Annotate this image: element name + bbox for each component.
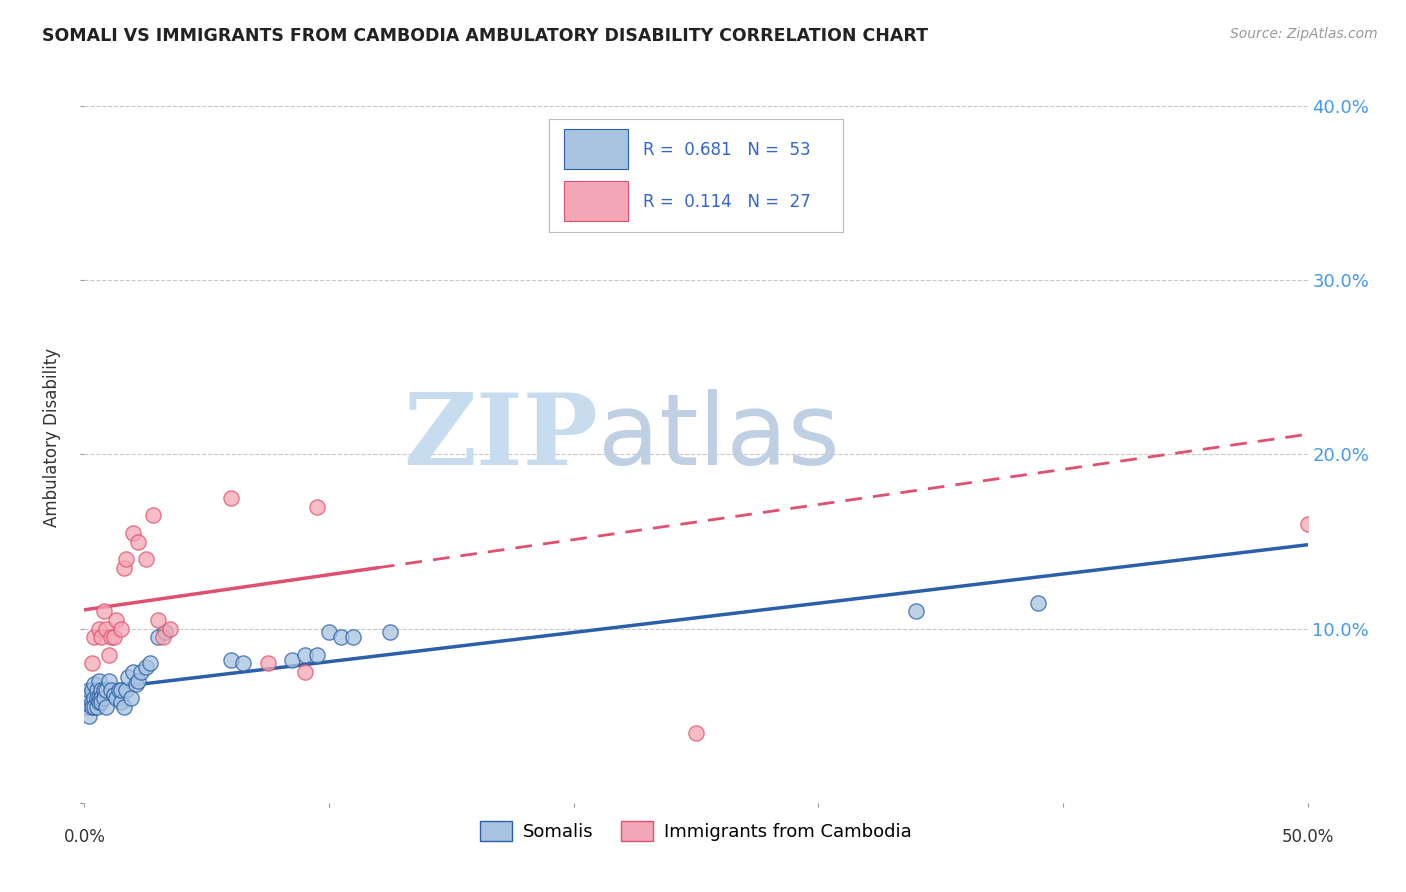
Point bbox=[142, 508, 165, 523]
Point bbox=[77, 682, 100, 697]
Point bbox=[86, 691, 108, 706]
Point bbox=[90, 691, 112, 706]
Point bbox=[135, 552, 157, 566]
Point bbox=[110, 682, 132, 697]
Point bbox=[100, 682, 122, 697]
Point bbox=[305, 648, 328, 662]
Point bbox=[87, 622, 110, 636]
Point bbox=[100, 631, 122, 645]
Point bbox=[93, 691, 115, 706]
Point bbox=[219, 653, 242, 667]
Legend: Somalis, Immigrants from Cambodia: Somalis, Immigrants from Cambodia bbox=[472, 814, 920, 848]
Point bbox=[90, 631, 112, 645]
Point bbox=[685, 726, 707, 740]
Point bbox=[135, 660, 157, 674]
Point bbox=[90, 682, 112, 697]
Point bbox=[83, 691, 105, 706]
Point bbox=[96, 682, 118, 697]
Point bbox=[115, 682, 138, 697]
Text: atlas: atlas bbox=[598, 389, 839, 485]
Point bbox=[112, 560, 135, 574]
Point bbox=[127, 534, 149, 549]
Point bbox=[122, 525, 145, 540]
Point bbox=[105, 613, 128, 627]
Point bbox=[80, 682, 103, 697]
Point bbox=[1296, 517, 1319, 532]
Point bbox=[93, 682, 115, 697]
Text: 50.0%: 50.0% bbox=[1281, 829, 1334, 847]
Point bbox=[125, 677, 148, 691]
Point bbox=[219, 491, 242, 505]
Point bbox=[305, 500, 328, 514]
Text: SOMALI VS IMMIGRANTS FROM CAMBODIA AMBULATORY DISABILITY CORRELATION CHART: SOMALI VS IMMIGRANTS FROM CAMBODIA AMBUL… bbox=[42, 27, 928, 45]
Point bbox=[93, 604, 115, 618]
Point bbox=[709, 134, 731, 148]
Point bbox=[342, 631, 364, 645]
Point bbox=[97, 648, 120, 662]
Point bbox=[110, 695, 132, 709]
Point bbox=[80, 695, 103, 709]
Point bbox=[105, 691, 128, 706]
Point bbox=[96, 700, 118, 714]
Point bbox=[80, 657, 103, 671]
Point bbox=[112, 700, 135, 714]
Point bbox=[76, 700, 98, 714]
Point bbox=[86, 700, 108, 714]
Point bbox=[77, 691, 100, 706]
Point bbox=[257, 657, 280, 671]
Point bbox=[83, 631, 105, 645]
Point bbox=[103, 631, 125, 645]
Point bbox=[905, 604, 928, 618]
Point bbox=[159, 622, 181, 636]
Point bbox=[110, 622, 132, 636]
Point bbox=[86, 682, 108, 697]
Point bbox=[153, 625, 176, 640]
Text: ZIP: ZIP bbox=[404, 389, 598, 485]
Point bbox=[90, 695, 112, 709]
Point bbox=[107, 682, 129, 697]
Point bbox=[87, 695, 110, 709]
Point bbox=[232, 657, 254, 671]
Point bbox=[380, 625, 402, 640]
Point bbox=[103, 688, 125, 702]
Point bbox=[318, 625, 340, 640]
Point bbox=[146, 613, 169, 627]
Point bbox=[80, 700, 103, 714]
Point bbox=[139, 657, 162, 671]
Point bbox=[96, 622, 118, 636]
Point bbox=[152, 631, 174, 645]
Point bbox=[87, 691, 110, 706]
Point bbox=[129, 665, 152, 680]
Point bbox=[83, 700, 105, 714]
Point bbox=[115, 552, 138, 566]
Point bbox=[294, 648, 316, 662]
Point bbox=[127, 673, 149, 688]
Point bbox=[122, 665, 145, 680]
Point bbox=[83, 677, 105, 691]
Point bbox=[87, 673, 110, 688]
Text: Source: ZipAtlas.com: Source: ZipAtlas.com bbox=[1230, 27, 1378, 41]
Point bbox=[77, 708, 100, 723]
Point bbox=[294, 665, 316, 680]
Y-axis label: Ambulatory Disability: Ambulatory Disability bbox=[44, 348, 62, 526]
Point bbox=[281, 653, 304, 667]
Point bbox=[1028, 595, 1050, 609]
Point bbox=[117, 670, 139, 684]
Text: 0.0%: 0.0% bbox=[63, 829, 105, 847]
Point bbox=[97, 673, 120, 688]
Point bbox=[146, 631, 169, 645]
Point bbox=[330, 631, 353, 645]
Point bbox=[120, 691, 142, 706]
